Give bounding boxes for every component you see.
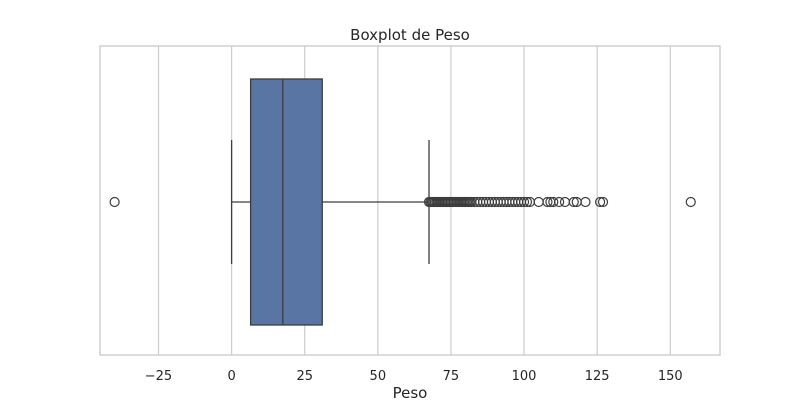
outlier-point bbox=[580, 196, 591, 208]
grid bbox=[157, 46, 671, 355]
box-plot bbox=[230, 78, 430, 326]
x-axis-label: Peso bbox=[393, 384, 428, 400]
outlier-point bbox=[559, 196, 571, 208]
x-tick-labels: −25 0 25 50 75 100 125 150 bbox=[145, 369, 683, 384]
outlier-point bbox=[109, 196, 120, 208]
chart-title: Boxplot de Peso bbox=[350, 26, 470, 44]
x-tick-label: 0 bbox=[227, 369, 235, 384]
x-tick-label: 50 bbox=[370, 369, 387, 384]
x-tick-label: 150 bbox=[658, 369, 683, 384]
x-tick-label: −25 bbox=[145, 369, 172, 384]
outlier-point bbox=[594, 196, 606, 208]
outlier-point bbox=[597, 196, 609, 208]
outlier-point bbox=[568, 196, 579, 208]
outlier-point bbox=[548, 196, 559, 208]
x-tick-label: 100 bbox=[512, 369, 537, 384]
plot-frame bbox=[99, 45, 721, 356]
outliers bbox=[109, 196, 696, 208]
x-tick-label: 125 bbox=[585, 369, 610, 384]
outlier-point bbox=[533, 196, 544, 208]
outlier-point bbox=[542, 196, 553, 208]
x-tick-label: 75 bbox=[443, 369, 460, 384]
iqr-box bbox=[249, 78, 323, 326]
x-tick-label: 25 bbox=[296, 369, 313, 384]
outlier-point bbox=[521, 196, 533, 208]
outlier-point bbox=[685, 196, 696, 208]
outlier-point bbox=[518, 196, 530, 208]
outlier-point bbox=[554, 196, 565, 208]
